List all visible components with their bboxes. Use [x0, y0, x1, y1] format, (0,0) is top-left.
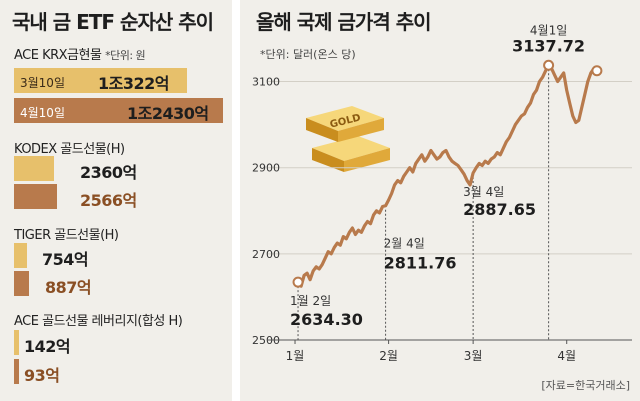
- annotation-value: 2887.65: [463, 200, 536, 219]
- etf-bar: [14, 243, 27, 268]
- etf-bar: [14, 359, 19, 384]
- bar-date-label: 4월10일: [20, 106, 65, 120]
- y-tick-label: 2900: [252, 162, 280, 175]
- annotation-value: 2634.30: [290, 310, 363, 329]
- etf-name: ACE KRX금현물 *단위: 원: [14, 44, 146, 63]
- etf-bar: [14, 271, 29, 296]
- annotation-date: 3월 4일: [463, 185, 504, 199]
- x-tick-label: 3월: [464, 349, 483, 363]
- gold-chart-title: 올해 국제 금가격 추이: [256, 10, 431, 34]
- etf-bar: [14, 156, 54, 181]
- bar-value: 1조322억: [98, 74, 169, 93]
- annotation-date: 4월1일: [530, 23, 567, 37]
- x-tick-label: 1월: [286, 349, 305, 363]
- etf-name: TIGER 골드선물(H): [14, 228, 119, 243]
- bar-date-label: 3월10일: [20, 76, 65, 90]
- data-point-marker: [591, 65, 603, 77]
- chart-unit-note: *단위: 달러(온스 당): [260, 48, 356, 61]
- etf-chart-title: 국내 금 ETF 순자산 추이: [12, 10, 214, 34]
- etf-name: KODEX 골드선물(H): [14, 142, 125, 157]
- source-note: [자료=한국거래소]: [541, 379, 630, 392]
- annotation-value: 2811.76: [384, 254, 457, 273]
- bar-value: 754억: [42, 250, 89, 269]
- gold-bars-icon: GOLD: [306, 106, 390, 172]
- etf-bar: [14, 68, 188, 93]
- y-tick-label: 2700: [252, 248, 280, 261]
- data-point-marker: [292, 276, 304, 288]
- y-tick-label: 3100: [252, 76, 280, 89]
- unit-note: *단위: 원: [105, 49, 146, 62]
- etf-name-text: ACE KRX금현물: [14, 48, 102, 63]
- x-tick-label: 4월: [557, 349, 576, 363]
- etf-bar: [14, 98, 223, 123]
- bar-value: 93억: [24, 366, 60, 385]
- bar-value: 2566억: [80, 191, 137, 210]
- data-point-marker: [543, 59, 555, 71]
- bar-value: 142억: [24, 337, 71, 356]
- etf-bar: [14, 330, 19, 355]
- annotation-date: 1월 2일: [290, 294, 331, 308]
- y-tick-label: 2500: [252, 334, 280, 347]
- bar-value: 1조2430억: [127, 104, 209, 123]
- x-tick-label: 2월: [379, 349, 398, 363]
- bar-value: 887억: [45, 278, 92, 297]
- etf-name: ACE 골드선물 레버리지(합성 H): [14, 314, 183, 329]
- annotation-date: 2월 4일: [384, 237, 425, 251]
- etf-bar: [14, 184, 58, 209]
- bar-value: 2360억: [80, 163, 137, 182]
- gold-price-panel: [240, 0, 640, 401]
- annotation-value: 3137.72: [512, 36, 585, 55]
